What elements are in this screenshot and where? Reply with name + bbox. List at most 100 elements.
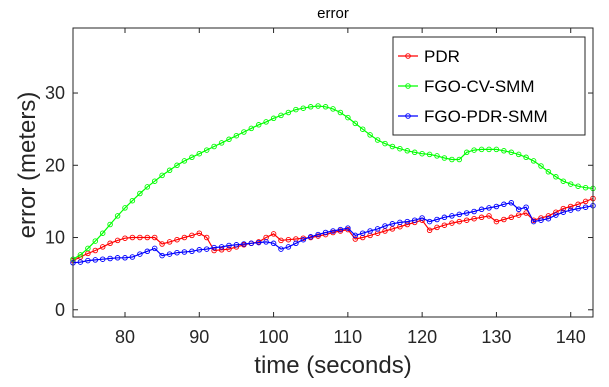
data-point [523,204,529,210]
data-point [107,221,113,228]
data-point [493,218,500,225]
data-point [434,224,440,231]
data-point [92,238,99,244]
data-point [456,218,463,225]
data-point [553,174,559,180]
data-point [85,245,91,252]
data-point [241,241,247,247]
data-point [144,234,151,241]
data-point [293,106,299,113]
data-point [411,149,418,156]
data-point [538,163,544,169]
data-point [315,103,321,109]
y-tick-label: 10 [45,228,65,248]
data-point [159,241,165,247]
data-point [270,115,277,122]
data-point [144,184,151,190]
legend-label: FGO-PDR-SMM [424,107,548,126]
data-point [151,245,158,252]
data-point [515,151,522,158]
data-point [330,106,336,112]
data-point [129,254,136,260]
series-2 [70,103,596,262]
data-point [441,214,448,221]
data-point [226,242,232,249]
data-point [493,146,500,153]
data-point [85,257,91,264]
data-point [270,231,277,237]
data-point [404,218,411,225]
data-point [434,216,440,223]
data-point [77,252,84,258]
data-point [337,109,344,116]
data-point [315,231,321,238]
data-point [389,226,396,232]
y-axis-title: error (meters) [14,92,41,239]
data-point [248,240,255,247]
data-point [285,244,292,250]
y-tick-label: 20 [45,155,65,175]
data-point [174,236,180,243]
data-point [144,248,151,255]
data-point [374,137,381,143]
data-point [582,198,589,205]
data-point [478,206,485,213]
y-tick-label: 30 [45,83,65,103]
data-point [181,158,188,164]
data-point [441,155,448,161]
legend-swatch-marker [405,83,411,89]
data-point [77,259,84,265]
legend-label: PDR [424,47,460,66]
data-point [174,249,180,256]
data-point [174,162,180,169]
plot-frame [72,27,594,318]
data-point [241,129,247,135]
data-point [122,255,128,261]
data-point [441,222,448,228]
data-point [486,205,492,211]
data-point [463,217,470,223]
plot-area [70,103,596,266]
data-point [99,244,106,250]
data-point [411,217,418,223]
data-point [322,229,329,236]
data-point [255,239,262,246]
data-point [538,217,544,223]
x-tick-label: 100 [259,327,289,347]
data-point [189,232,195,239]
data-point [352,120,359,127]
legend-label: FGO-CV-SMM [424,77,535,96]
data-point [508,200,515,206]
data-point [389,221,396,227]
x-tick-label: 80 [115,327,135,347]
data-point [501,216,507,223]
data-point [196,230,203,236]
data-point [293,240,299,247]
data-point [233,242,240,248]
data-point [151,234,158,241]
data-point [92,247,99,254]
data-point [166,251,173,257]
legend-item: PDR [398,47,460,66]
data-point [359,230,366,236]
data-point [337,226,344,233]
data-point [463,210,470,216]
data-point [307,104,314,110]
data-point [159,172,165,179]
chart-title: error [317,5,349,22]
data-point [181,234,188,241]
data-point [463,149,470,156]
data-point [382,140,388,147]
data-point [456,211,463,218]
data-point [122,205,128,211]
legend-box [392,36,586,136]
data-point [426,227,433,234]
data-point [226,246,232,252]
data-point [501,148,507,154]
x-tick-label: 140 [556,327,586,347]
series-3 [70,200,596,266]
data-point [196,247,203,253]
data-point [456,156,463,163]
data-point [352,232,359,239]
data-point [345,114,351,121]
